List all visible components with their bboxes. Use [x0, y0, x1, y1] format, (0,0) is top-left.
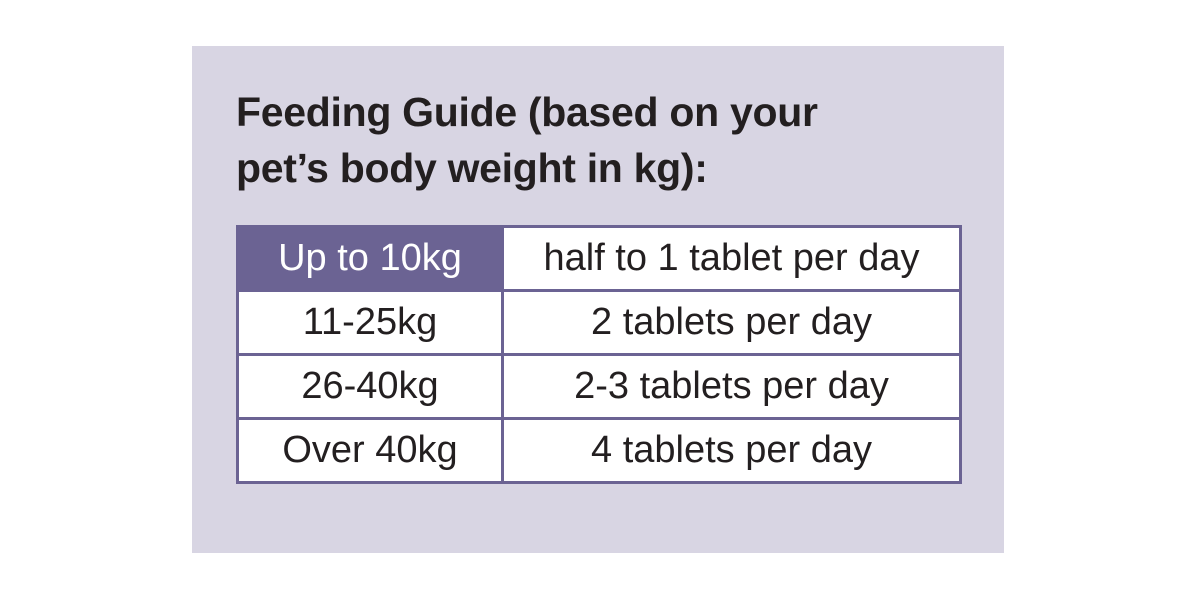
- table-row: 26-40kg 2-3 tablets per day: [236, 353, 962, 420]
- weight-cell: Over 40kg: [236, 417, 504, 484]
- feeding-guide-panel: Feeding Guide (based on your pet’s body …: [192, 46, 1004, 553]
- table-row: Up to 10kg half to 1 tablet per day: [236, 225, 962, 292]
- dosage-cell: 4 tablets per day: [501, 417, 962, 484]
- table-row: 11-25kg 2 tablets per day: [236, 289, 962, 356]
- dosage-cell: 2 tablets per day: [501, 289, 962, 356]
- feeding-guide-heading: Feeding Guide (based on your pet’s body …: [236, 84, 936, 196]
- dosage-cell: 2-3 tablets per day: [501, 353, 962, 420]
- heading-line-1: Feeding Guide (based on your: [236, 89, 818, 135]
- weight-cell: 11-25kg: [236, 289, 504, 356]
- table-row: Over 40kg 4 tablets per day: [236, 417, 962, 484]
- heading-line-2: pet’s body weight in kg):: [236, 145, 708, 191]
- feeding-guide-table: Up to 10kg half to 1 tablet per day 11-2…: [236, 225, 962, 484]
- weight-cell: 26-40kg: [236, 353, 504, 420]
- weight-cell: Up to 10kg: [236, 225, 504, 292]
- dosage-cell: half to 1 tablet per day: [501, 225, 962, 292]
